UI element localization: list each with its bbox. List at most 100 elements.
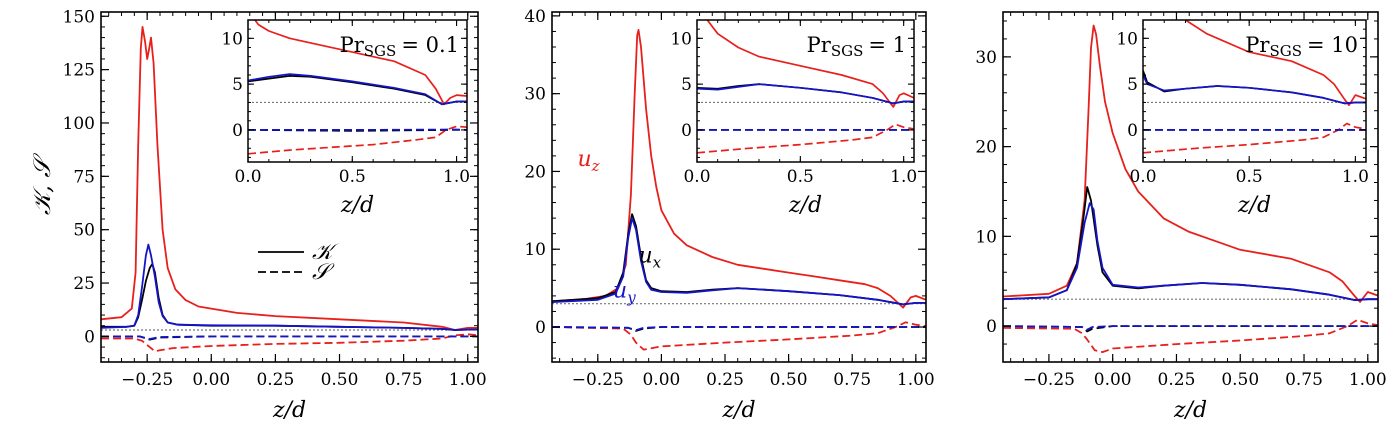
main-series-S-uy [552, 326, 926, 332]
y-tick-label: 75 [73, 167, 95, 187]
inset-y-tick-label: 10 [221, 29, 243, 49]
prandtl-prefix: Pr [807, 33, 832, 57]
main-series-S-ux [1003, 325, 1378, 333]
prandtl-subscript: SGS [831, 42, 864, 60]
inset-series-K-uz [706, 20, 914, 108]
inset-prandtl-label: PrSGS = 10 [1245, 33, 1358, 60]
x-tick-label: 0.25 [706, 370, 744, 390]
x-tick-label: −0.25 [1023, 370, 1075, 390]
inset-frame [696, 19, 915, 163]
inset-series-S-uz [1143, 122, 1366, 154]
x-tick-label: 0.00 [1094, 370, 1132, 390]
panel-middle: −0.25 0.00 0.25 0.50 0.75 1.00010203040z/duzu… [524, 7, 934, 423]
main-series-K-uy [1003, 202, 1378, 302]
inset-prandtl-label: PrSGS = 0.1 [340, 33, 459, 60]
y-tick-label: 10 [524, 240, 546, 260]
inset-x-tick-label: 1.0 [890, 167, 917, 187]
y-tick-label: 30 [524, 85, 546, 105]
inset-x-tick-label: 0.5 [339, 167, 366, 187]
main-series-S-uz [101, 333, 478, 353]
main-series-K-uy [552, 217, 926, 306]
x-tick-label: 1.00 [449, 370, 487, 390]
y-tick-label: 10 [975, 227, 997, 247]
curve-label-sub: x [653, 253, 662, 271]
inset-y-tick-label: 10 [670, 29, 692, 49]
y-tick-label: 100 [63, 114, 95, 134]
legend: 𝒦𝒮 [258, 240, 339, 285]
x-tick-label: 0.50 [321, 370, 359, 390]
y-tick-label: 25 [73, 274, 95, 294]
plot-frame [1002, 11, 1379, 363]
inset-series-K-uy [697, 83, 914, 105]
x-tick-label: −0.25 [121, 370, 173, 390]
prandtl-value: = 0.1 [401, 33, 459, 57]
prandtl-value: = 1 [868, 33, 906, 57]
y-tick-label: 0 [986, 317, 997, 337]
inset-y-tick-label: 0 [232, 121, 243, 141]
inset-x-axis-title: z/d [1237, 193, 1271, 218]
main-series-K-uz [1003, 24, 1378, 303]
inset-y-tick-label: 5 [1127, 75, 1138, 95]
inset-x-tick-label: 1.0 [1342, 167, 1369, 187]
panel-left: −0.25 0.00 0.25 0.50 0.75 1.00025507510012515… [28, 7, 487, 423]
inset-frame [247, 19, 468, 163]
x-tick-label: 0.50 [1221, 370, 1259, 390]
inset-right: 0.0 0.5 1.0 0 5 10 z/d PrSGS = 10 [1116, 19, 1369, 218]
main-series-S-uz [552, 321, 926, 351]
curve-label-base: u [577, 147, 591, 172]
x-tick-label: 1.00 [1349, 370, 1386, 390]
curve-label-uz: uz [577, 147, 599, 175]
prandtl-subscript: SGS [364, 42, 397, 60]
x-tick-label: 0.25 [1158, 370, 1196, 390]
x-axis-title: z/d [1173, 398, 1207, 423]
main-series-K-uz [552, 28, 926, 309]
x-axis-title: z/d [272, 398, 306, 423]
main-series-S-uy [101, 335, 478, 340]
curve-label-sub: y [626, 288, 636, 306]
x-tick-label: 0.50 [770, 370, 808, 390]
y-tick-label: 50 [73, 221, 95, 241]
y-tick-label: 150 [63, 7, 95, 27]
inset-background [1143, 20, 1366, 162]
y-tick-label: 0 [535, 318, 546, 338]
inset-series-K-uy [1143, 74, 1366, 105]
inset-x-tick-label: 0.0 [1129, 167, 1156, 187]
inset-prandtl-label: PrSGS = 1 [807, 33, 906, 60]
main-series-S-uy [1003, 325, 1378, 331]
x-tick-label: 0.75 [385, 370, 423, 390]
inset-y-tick-label: 5 [232, 75, 243, 95]
x-tick-label: 0.75 [833, 370, 871, 390]
inset-x-tick-label: 0.5 [787, 167, 814, 187]
x-tick-label: −0.25 [572, 370, 624, 390]
inset-middle: 0.0 0.5 1.0 0 5 10 z/d PrSGS = 1 [670, 19, 917, 218]
inset-x-tick-label: 0.0 [234, 167, 261, 187]
inset-x-axis-title: z/d [340, 193, 374, 218]
inset-series-K-uz [1184, 20, 1366, 107]
inset-series-K-uz [253, 20, 467, 106]
y-tick-label: 125 [63, 61, 95, 81]
y-tick-label: 30 [975, 48, 997, 68]
y-tick-label: 20 [975, 138, 997, 158]
inset-x-tick-label: 0.5 [1236, 167, 1263, 187]
prandtl-prefix: Pr [1245, 33, 1270, 57]
x-axis-title: z/d [721, 398, 755, 423]
curve-label-sub: z [591, 157, 600, 175]
inset-x-axis-title: z/d [788, 193, 822, 218]
curve-label-base: u [639, 243, 653, 268]
inset-series-S-uz [697, 123, 914, 154]
y-axis-title: 𝒦, 𝒮 [28, 153, 56, 216]
inset-y-tick-label: 0 [1127, 121, 1138, 141]
inset-y-tick-label: 10 [1116, 29, 1138, 49]
inset-series-K-uy [248, 73, 467, 106]
x-tick-label: 0.75 [1285, 370, 1323, 390]
main-series-K-ux [552, 213, 926, 306]
curve-label-base: u [613, 278, 627, 303]
x-tick-label: 0.00 [192, 370, 230, 390]
curve-label-ux: ux [639, 243, 662, 271]
inset-x-tick-label: 1.0 [443, 167, 470, 187]
inset-y-tick-label: 5 [681, 75, 692, 95]
main-series-K-uy [101, 243, 478, 331]
y-tick-label: 40 [524, 7, 546, 27]
